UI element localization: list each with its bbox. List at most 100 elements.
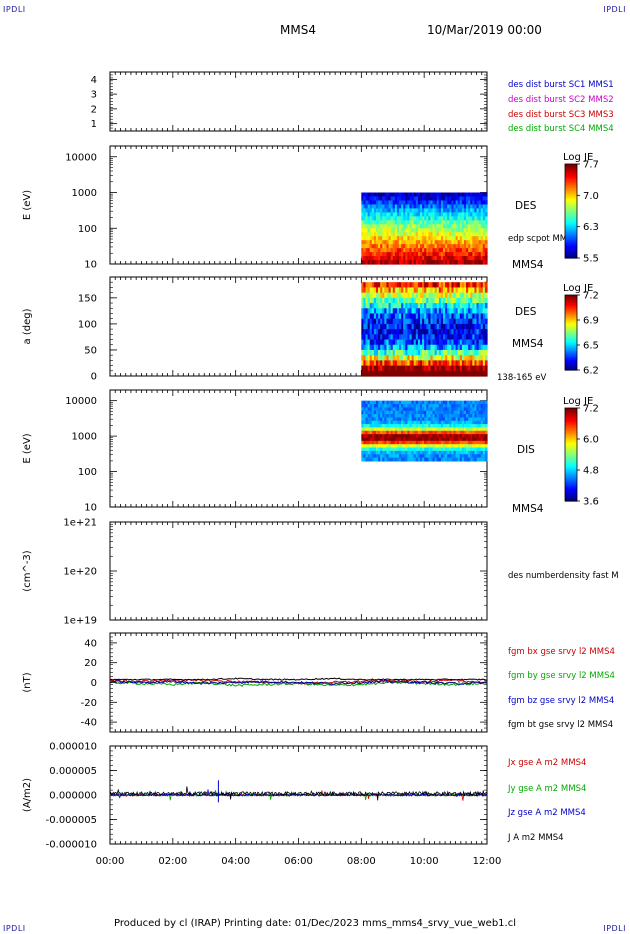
heatmap-cell — [405, 204, 409, 209]
heatmap-cell — [440, 420, 444, 425]
heatmap-cell — [440, 410, 444, 415]
heatmap-cell — [375, 414, 379, 418]
heatmap-cell — [440, 417, 444, 422]
heatmap-cell — [390, 430, 394, 435]
heatmap-cell — [386, 444, 390, 449]
heatmap-cell — [415, 414, 419, 418]
heatmap-cell — [371, 355, 375, 361]
heatmap-cell — [432, 344, 436, 351]
heatmap-cell — [478, 417, 482, 422]
heatmap-cell — [461, 407, 465, 412]
heatmap-cell — [438, 444, 442, 449]
heatmap-cell — [417, 334, 421, 341]
heatmap-cell — [447, 313, 450, 320]
heatmap-cell — [438, 430, 442, 435]
heatmap-cell — [482, 224, 486, 229]
heatmap-cell — [415, 447, 419, 452]
heatmap-cell — [403, 323, 406, 330]
heatmap-cell — [417, 228, 421, 233]
heatmap-cell — [369, 437, 373, 442]
heatmap-cell — [405, 334, 409, 341]
heatmap-cell — [466, 407, 469, 412]
heatmap-cell — [426, 292, 429, 299]
heatmap-cell — [371, 400, 375, 405]
heatmap-cell — [403, 313, 406, 320]
heatmap-cell — [463, 420, 467, 425]
heatmap-cell — [396, 248, 400, 253]
heatmap-cell — [407, 349, 411, 356]
heatmap-cell — [401, 228, 404, 233]
heatmap-cell — [484, 287, 488, 294]
heatmap-cell — [480, 200, 484, 206]
heatmap-cell — [384, 444, 388, 449]
heatmap-cell — [396, 404, 400, 408]
heatmap-cell — [417, 414, 421, 418]
heatmap-cell — [432, 434, 436, 439]
heatmap-cell — [424, 360, 427, 367]
x-tick-label: 12:00 — [473, 856, 502, 867]
heatmap-cell — [476, 204, 480, 209]
heatmap-cell — [394, 200, 398, 206]
heatmap-cell — [373, 282, 377, 289]
heatmap-cell — [386, 370, 390, 377]
colorbar-segment — [565, 188, 577, 191]
heatmap-cell — [361, 457, 365, 462]
heatmap-cell — [449, 437, 452, 442]
heatmap-cell — [396, 450, 400, 455]
heatmap-cell — [386, 216, 390, 221]
heatmap-cell — [472, 344, 476, 351]
heatmap-cell — [445, 410, 448, 415]
heatmap-cell — [461, 414, 465, 418]
heatmap-cell — [403, 450, 406, 455]
heatmap-cell — [403, 292, 406, 299]
colorbar-segment — [565, 343, 577, 346]
heatmap-cell — [407, 244, 411, 249]
heatmap-cell — [367, 313, 371, 320]
heatmap-cell — [480, 344, 484, 351]
heatmap-cell — [375, 437, 379, 442]
heatmap-cell — [417, 323, 421, 330]
heatmap-cell — [403, 236, 406, 241]
heatmap-cell — [443, 220, 446, 225]
heatmap-cell — [461, 228, 465, 233]
heatmap-cell — [422, 414, 425, 418]
y-axis-label: E (eV) — [22, 433, 33, 463]
heatmap-cell — [424, 256, 427, 261]
heatmap-cell — [390, 282, 394, 289]
heatmap-cell — [369, 457, 373, 462]
heatmap-cell — [457, 355, 461, 361]
heatmap-cell — [401, 292, 404, 299]
heatmap-cell — [443, 334, 446, 341]
heatmap-cell — [401, 287, 404, 294]
heatmap-cell — [380, 414, 383, 418]
heatmap-cell — [482, 248, 486, 253]
heatmap-cell — [482, 400, 486, 405]
heatmap-cell — [415, 407, 419, 412]
legend-entry: Jy gse A m2 MMS4 — [507, 784, 586, 794]
heatmap-cell — [417, 329, 421, 335]
heatmap-cell — [367, 424, 371, 429]
legend-entry: fgm by gse srvy l2 MMS4 — [508, 671, 615, 681]
heatmap-cell — [384, 212, 388, 217]
heatmap-cell — [407, 434, 411, 439]
colorbar-segment — [565, 340, 577, 343]
heatmap-cell — [459, 454, 463, 459]
heatmap-cell — [369, 355, 373, 361]
heatmap-cell — [466, 420, 469, 425]
heatmap-cell — [380, 228, 383, 233]
heatmap-cell — [457, 323, 461, 330]
heatmap-cell — [466, 200, 469, 206]
colorbar-tick-label: 5.5 — [583, 254, 599, 265]
heatmap-cell — [422, 318, 425, 325]
heatmap-cell — [440, 430, 444, 435]
heatmap-cell — [415, 417, 419, 422]
heatmap-cell — [365, 200, 369, 206]
heatmap-cell — [419, 256, 423, 261]
heatmap-cell — [428, 450, 432, 455]
heatmap-cell — [417, 417, 421, 422]
heatmap-cell — [457, 256, 461, 261]
heatmap-cell — [430, 360, 434, 367]
heatmap-cell — [436, 434, 440, 439]
heatmap-cell — [472, 440, 476, 445]
heatmap-cell — [405, 339, 409, 346]
